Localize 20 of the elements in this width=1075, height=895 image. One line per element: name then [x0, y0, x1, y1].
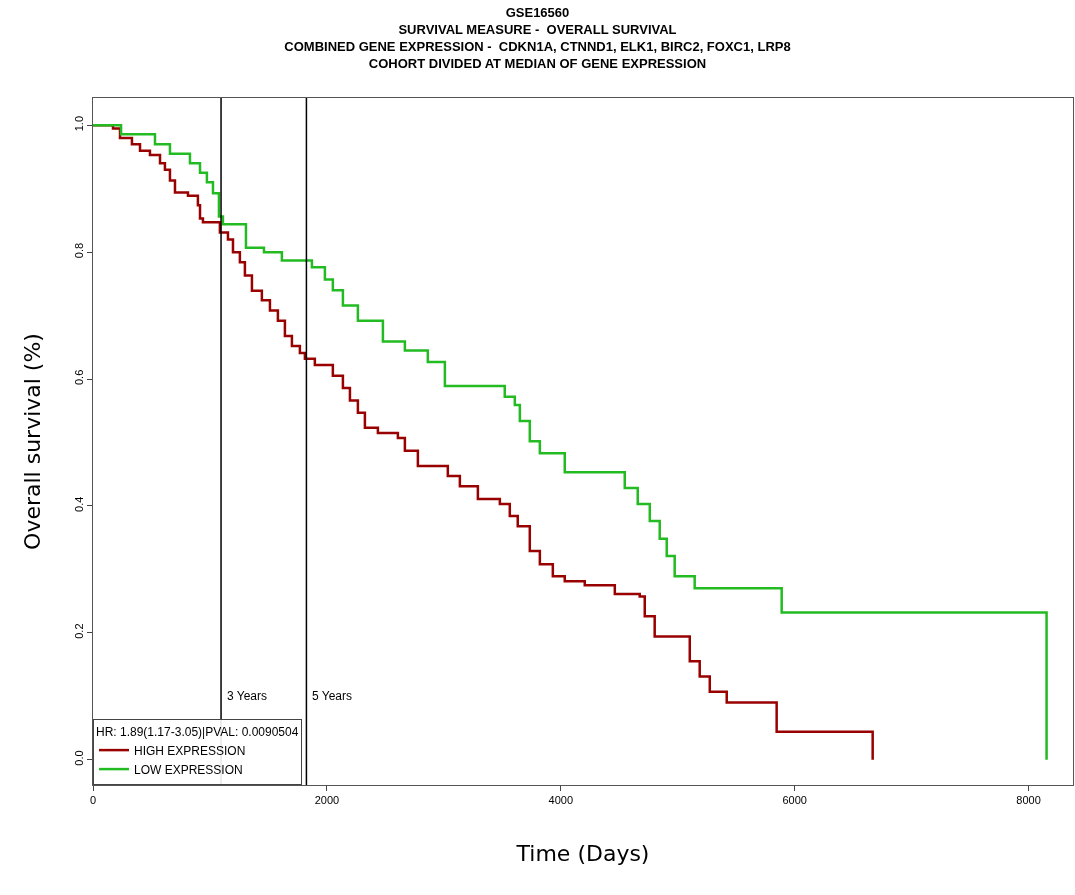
ref-line-label: 3 Years — [227, 689, 268, 703]
y-tick-label: 0.6 — [72, 369, 85, 386]
y-tick-label: 0.2 — [72, 623, 85, 639]
x-tick-label: 8000 — [1016, 794, 1041, 807]
x-tick-label: 2000 — [314, 794, 340, 807]
x-tick-label: 0 — [89, 794, 97, 807]
legend-label: LOW EXPRESSION — [134, 762, 243, 777]
y-tick-label: 0.0 — [72, 750, 85, 766]
y-tick-label: 0.8 — [72, 242, 85, 259]
legend-title: HR: 1.89(1.17-3.05)|PVAL: 0.0090504 — [96, 724, 299, 739]
y-tick-label: 0.4 — [72, 496, 85, 512]
x-tick-label: 4000 — [548, 794, 574, 807]
x-axis-title: Time (Days) — [515, 841, 650, 867]
y-axis-title: Overall survival (%) — [20, 333, 46, 550]
legend-label: HIGH EXPRESSION — [134, 743, 246, 758]
chart-title: GSE16560 — [505, 5, 570, 21]
x-tick-label: 6000 — [782, 794, 807, 807]
chart-subtitle: SURVIVAL MEASURE - OVERALL SURVIVAL COMBINED GENE EXPRESSION - CDKN1A, CTNND1, ELK1, BIRC2, FOXC1, LRP8 COHORT DIVIDED AT MEDIAN OF GENE EXPRESSION — [284, 22, 791, 72]
ref-line-label: 5 Years — [312, 689, 353, 703]
y-tick-label: 1.0 — [72, 115, 85, 132]
